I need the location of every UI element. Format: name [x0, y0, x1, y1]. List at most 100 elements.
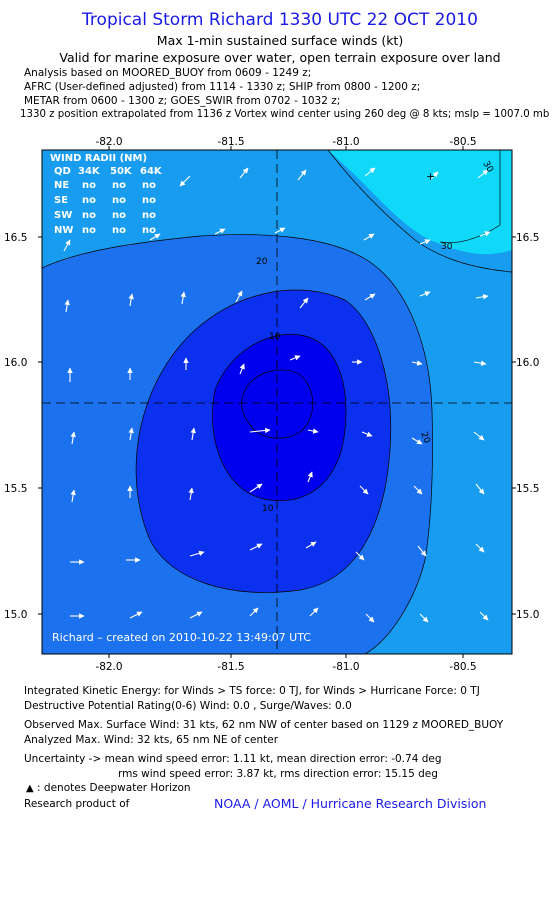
- wind-arrow: [413, 485, 423, 495]
- lon-label-bottom: -82.0: [95, 661, 122, 673]
- wind-radii-value: no: [112, 180, 126, 191]
- wind-arrow: [417, 545, 427, 557]
- lon-label-top: -82.0: [95, 136, 122, 148]
- wind-arrow: [364, 167, 376, 177]
- wind-arrow: [64, 299, 70, 313]
- wind-arrow: [239, 167, 249, 179]
- wind-radii-title: WIND RADII (NM): [50, 153, 147, 164]
- contour-label: 10: [262, 504, 274, 514]
- lat-label-left: 15.5: [4, 483, 27, 495]
- max-wind-plus-icon: +: [426, 170, 435, 183]
- ike-line: Integrated Kinetic Energy: for Winds > T…: [24, 685, 480, 697]
- contour-label: 20: [418, 431, 431, 445]
- wind-arrow: [70, 489, 76, 503]
- wind-arrow: [479, 611, 489, 621]
- wind-arrow: [179, 175, 191, 187]
- wind-radii-quadrant: SW: [54, 210, 72, 221]
- wind-radii-quadrant: NE: [54, 180, 69, 191]
- wind-arrow: [297, 169, 307, 181]
- wind-arrow: [475, 483, 485, 495]
- contour-label: 20: [256, 257, 268, 267]
- wind-arrow: [411, 437, 423, 445]
- wind-arrow: [249, 427, 271, 434]
- wind-arrow: [249, 607, 259, 617]
- wind-arrow: [309, 607, 319, 617]
- dpr-line: Destructive Potential Rating(0-6) Wind: …: [24, 700, 352, 712]
- deepwater-horizon-text: : denotes Deepwater Horizon: [37, 782, 191, 794]
- wind-radii-header: 64K: [140, 166, 163, 177]
- uncertainty-line-2: rms wind speed error: 3.87 kt, rms direc…: [118, 768, 438, 780]
- lon-label-bottom: -81.0: [332, 661, 359, 673]
- lon-label-bottom: -80.5: [449, 661, 476, 673]
- wind-radii-header: 50K: [110, 166, 133, 177]
- wind-arrow: [129, 611, 143, 619]
- wind-arrow: [364, 293, 376, 301]
- wind-arrow: [475, 294, 489, 300]
- page-title: Tropical Storm Richard 1330 UTC 22 OCT 2…: [82, 10, 478, 30]
- wind-arrow: [128, 293, 134, 307]
- noaa-aoml-hrd-link[interactable]: NOAA / AOML / Hurricane Research Divisio…: [214, 796, 487, 811]
- source-line-1: Analysis based on MOORED_BUOY from 0609 …: [24, 67, 312, 79]
- subtitle-units: Max 1-min sustained surface winds (kt): [156, 33, 404, 48]
- wind-arrow: [149, 233, 161, 241]
- source-line-2: AFRC (User-defined adjusted) from 1114 -…: [24, 81, 421, 93]
- wind-arrow: [473, 431, 485, 441]
- wind-radii-value: no: [142, 195, 156, 206]
- research-label: Research product of: [24, 798, 130, 810]
- observed-max-line: Observed Max. Surface Wind: 31 kts, 62 n…: [24, 719, 504, 731]
- wind-radii-value: no: [112, 195, 126, 206]
- wind-arrow: [189, 611, 203, 619]
- wind-radii-value: no: [112, 210, 126, 221]
- wind-arrow: [249, 483, 263, 493]
- wind-radii-value: no: [142, 180, 156, 191]
- lon-label-bottom: -81.5: [217, 661, 244, 673]
- wind-arrow: [70, 431, 76, 445]
- deepwater-horizon-legend: ▲ : denotes Deepwater Horizon: [26, 782, 191, 794]
- wind-radii-value: no: [82, 180, 96, 191]
- wind-radii-value: no: [82, 225, 96, 236]
- lon-label-top: -81.5: [217, 136, 244, 148]
- wind-arrow: [239, 363, 245, 375]
- wind-arrow: [180, 291, 186, 305]
- wind-arrow: [473, 360, 487, 366]
- wind-radii-value: no: [82, 195, 96, 206]
- subtitle-exposure: Valid for marine exposure over water, op…: [59, 50, 501, 65]
- wind-arrow: [355, 551, 365, 561]
- wind-arrow: [249, 543, 263, 551]
- wind-radii-table: WIND RADII (NM) QD 34K 50K 64K NE no no …: [50, 153, 163, 236]
- lat-label-right: 16.5: [516, 232, 539, 244]
- wind-arrow: [307, 471, 313, 483]
- wind-radii-quadrant: NW: [54, 225, 73, 236]
- longitude-labels: -82.0 -81.5 -81.0 -80.5 -82.0 -81.5 -81.…: [95, 136, 476, 673]
- wind-arrow: [307, 428, 319, 434]
- wind-arrow: [365, 613, 375, 623]
- lat-label-right: 15.5: [516, 483, 539, 495]
- platform-icon: ▲: [26, 783, 34, 794]
- wind-radii-header: 34K: [78, 166, 101, 177]
- wind-arrow: [363, 233, 375, 241]
- wind-radii-value: no: [142, 225, 156, 236]
- wind-arrow: [429, 171, 439, 181]
- map-frame: [41, 149, 513, 655]
- wind-arrow: [235, 290, 243, 303]
- contour-label: 30: [441, 242, 453, 252]
- wind-arrow: [419, 613, 429, 623]
- wind-arrow: [190, 427, 196, 441]
- wind-arrow: [305, 541, 317, 549]
- wind-arrow: [475, 543, 485, 553]
- wind-arrow: [361, 431, 373, 437]
- wind-arrow: [419, 291, 431, 297]
- lat-label-left: 16.5: [4, 232, 27, 244]
- wind-arrow: [128, 427, 134, 441]
- lon-label-top: -81.0: [332, 136, 359, 148]
- wind-vector-arrows: [63, 167, 491, 623]
- wind-arrow: [289, 355, 301, 361]
- wind-radii-header: QD: [54, 166, 71, 177]
- wind-arrow: [214, 228, 226, 235]
- wind-radii-value: no: [112, 225, 126, 236]
- wind-arrow: [188, 487, 194, 501]
- wind-arrow: [479, 231, 491, 237]
- axis-ticks: [38, 146, 516, 658]
- source-line-3: METAR from 0600 - 1300 z; GOES_SWIR from…: [24, 95, 341, 107]
